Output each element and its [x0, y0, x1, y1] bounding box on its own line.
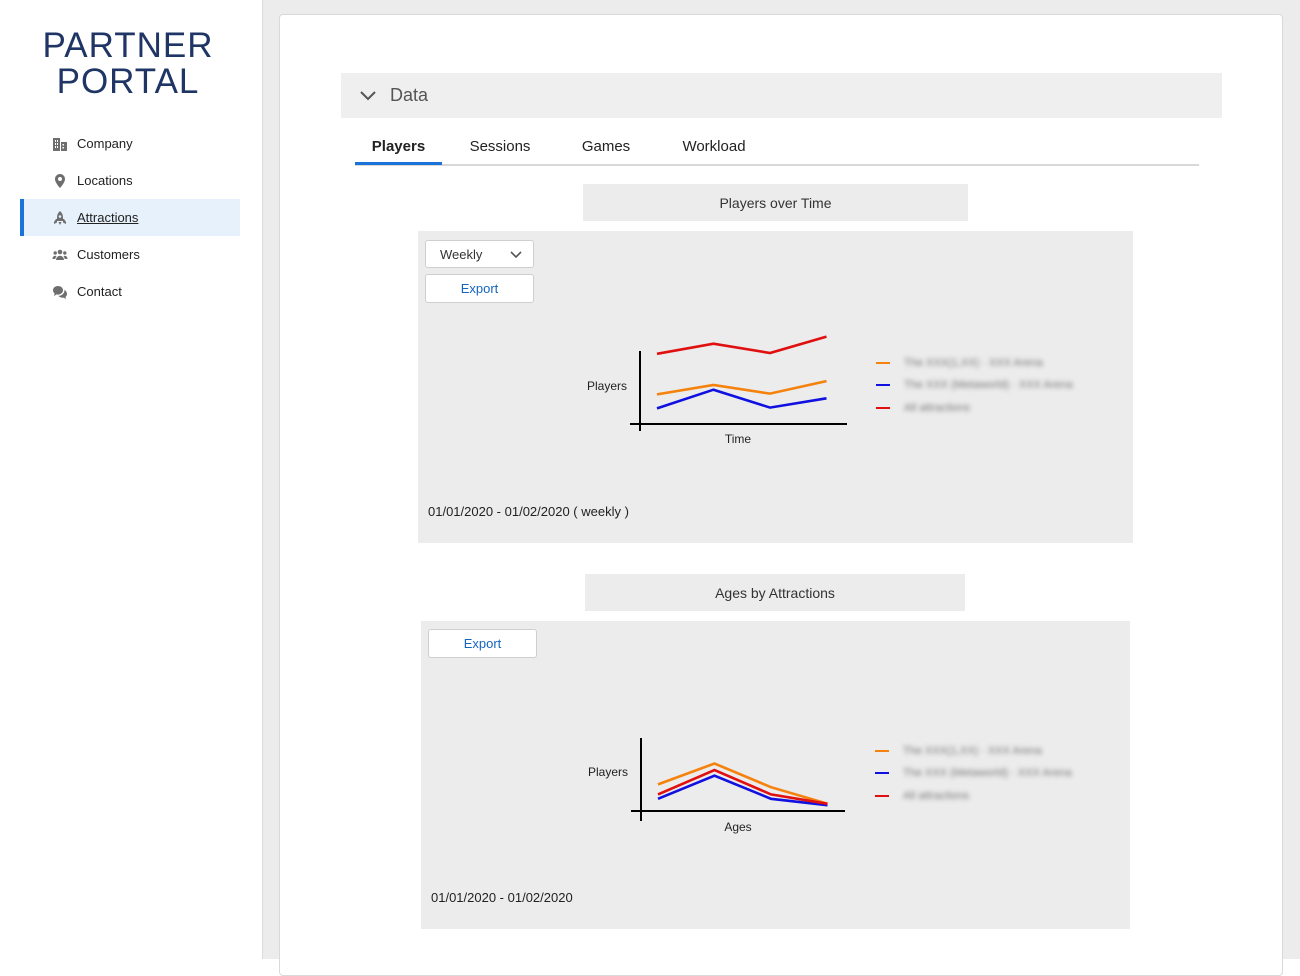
series-line-1 [657, 774, 828, 807]
chart-panel-players-over-time: Weekly Export Players Time The XXX(1,XX)… [418, 231, 1133, 543]
map-pin-icon [52, 173, 68, 189]
y-axis-label: Players [587, 379, 627, 393]
date-range-text: 01/01/2020 - 01/02/2020 ( weekly ) [428, 504, 629, 519]
sidebar-item-attractions[interactable]: Attractions [20, 199, 240, 236]
sidebar-item-locations[interactable]: Locations [20, 162, 240, 199]
group-icon [52, 247, 68, 263]
series-line-0 [656, 379, 827, 396]
chart-title-ages-by-attractions: Ages by Attractions [585, 574, 965, 611]
legend-swatch [876, 362, 890, 364]
tab-workload[interactable]: Workload [682, 138, 746, 155]
period-select[interactable]: Weekly [425, 240, 534, 268]
date-range-text: 01/01/2020 - 01/02/2020 [431, 890, 573, 905]
legend-item: The XXX(1,XX) · XXX Arena [876, 357, 1043, 369]
tab-players[interactable]: Players [355, 132, 442, 165]
legend-swatch [875, 772, 889, 774]
legend-item: The XXX(1,XX) · XXX Arena [875, 745, 1042, 757]
portal-logo[interactable]: PARTNER PORTAL [0, 28, 256, 100]
chevron-down-icon [510, 251, 522, 259]
legend-label: The XXX (Metaworld) · XXX Arena [904, 379, 1073, 391]
sidebar-item-label: Company [77, 136, 133, 151]
sidebar-item-label: Contact [77, 284, 122, 299]
legend-item: The XXX (Metaworld) · XXX Arena [875, 767, 1072, 779]
chart-title-players-over-time: Players over Time [583, 184, 968, 221]
legend-swatch [875, 750, 889, 752]
legend-swatch [876, 407, 890, 409]
period-select-value: Weekly [440, 246, 483, 262]
section-title: Data [390, 85, 429, 105]
rocket-icon [52, 210, 68, 226]
legend-item: All attractions [875, 790, 969, 802]
sidebar: PARTNER PORTAL Company Locations Attract… [0, 0, 263, 959]
logo-line-1: PARTNER [42, 26, 214, 65]
legend-label: The XXX(1,XX) · XXX Arena [903, 745, 1042, 757]
players-over-time-chart: Players Time [587, 335, 847, 446]
sidebar-item-customers[interactable]: Customers [20, 236, 240, 273]
sidebar-item-label: Customers [77, 247, 140, 262]
series-line-0 [657, 762, 828, 806]
legend-label: The XXX (Metaworld) · XXX Arena [903, 767, 1072, 779]
ages-by-attractions-chart: Players Ages [588, 738, 845, 834]
logo-line-2: PORTAL [56, 62, 200, 101]
series-line-1 [656, 388, 827, 410]
legend-label: The XXX(1,XX) · XXX Arena [904, 357, 1043, 369]
series-line-2 [656, 335, 827, 356]
export-button[interactable]: Export [428, 629, 537, 658]
sidebar-item-company[interactable]: Company [20, 125, 240, 162]
tab-games[interactable]: Games [581, 138, 631, 155]
chart-panel-ages-by-attractions: Export Players Ages The XXX(1,XX) · XXX … [421, 621, 1130, 929]
legend-label: All attractions [904, 402, 971, 414]
building-icon [52, 136, 68, 152]
sidebar-item-contact[interactable]: Contact [20, 273, 240, 310]
x-axis-label: Time [725, 432, 752, 446]
sidebar-nav: Company Locations Attractions Customers … [20, 125, 240, 310]
data-tabs: Players Sessions Games Workload [355, 132, 1199, 166]
legend-swatch [876, 384, 890, 386]
chat-icon [52, 284, 68, 300]
export-button[interactable]: Export [425, 274, 534, 303]
chevron-down-icon [360, 90, 376, 100]
sidebar-item-label: Attractions [77, 210, 139, 225]
x-axis-label: Ages [724, 820, 751, 834]
tab-sessions[interactable]: Sessions [469, 138, 531, 155]
sidebar-item-label: Locations [77, 173, 133, 188]
legend-item: The XXX (Metaworld) · XXX Arena [876, 379, 1073, 391]
legend-item: All attractions [876, 402, 970, 414]
data-section-header[interactable]: Data [341, 73, 1222, 118]
series-line-2 [657, 768, 828, 806]
legend-swatch [875, 795, 889, 797]
y-axis-label: Players [588, 765, 628, 779]
legend-label: All attractions [903, 790, 970, 802]
